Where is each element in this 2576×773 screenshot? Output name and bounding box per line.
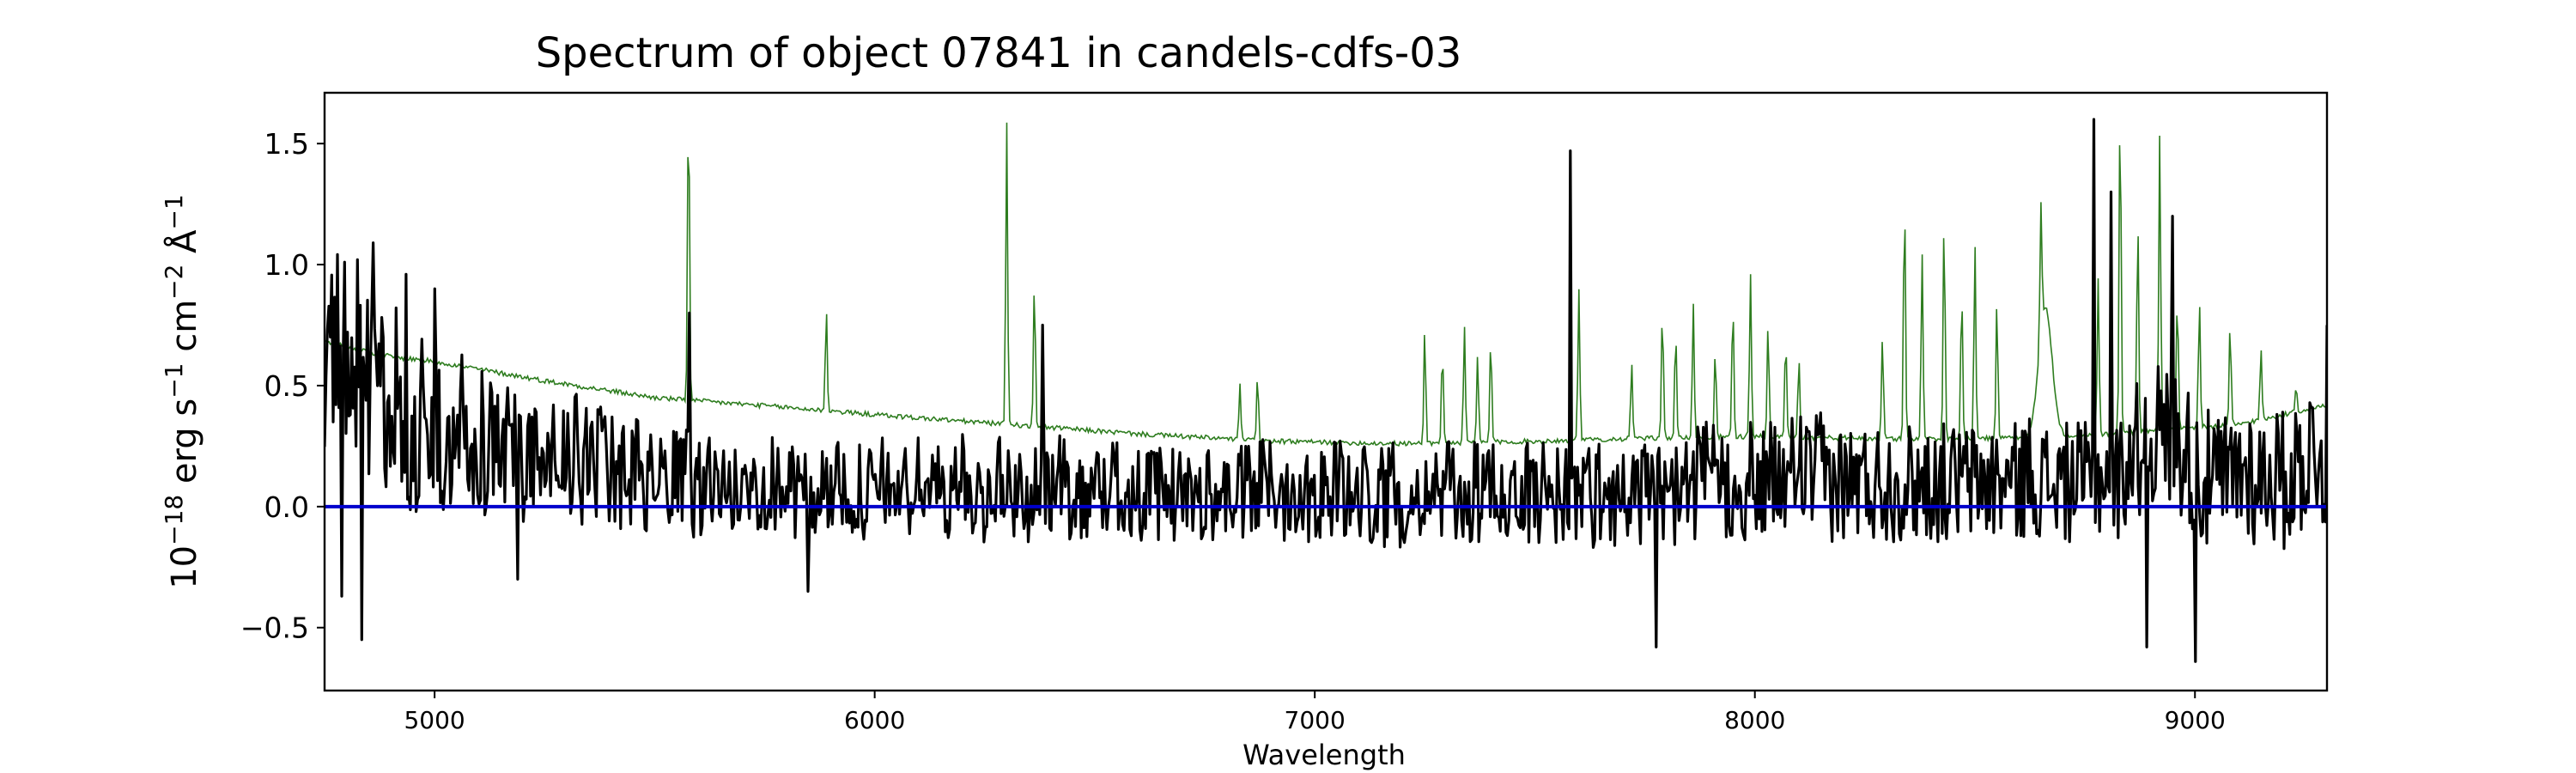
y-axis: −0.5 0.0 0.5 1.0 1.5 bbox=[240, 127, 325, 645]
x-axis-label: Wavelength bbox=[1242, 739, 1406, 771]
y-tick-label: 1.5 bbox=[264, 127, 309, 161]
x-tick-label: 9000 bbox=[2165, 706, 2226, 734]
x-tick-label: 7000 bbox=[1285, 706, 1346, 734]
y-tick-label: −0.5 bbox=[240, 612, 309, 645]
series-layer bbox=[325, 118, 2327, 663]
plot-area bbox=[323, 91, 2329, 692]
y-tick-label: 0.5 bbox=[264, 369, 309, 403]
x-tick-label: 5000 bbox=[404, 706, 465, 734]
x-axis: 5000 6000 7000 8000 9000 bbox=[404, 691, 2226, 734]
x-tick-label: 8000 bbox=[1724, 706, 1785, 734]
x-tick-label: 6000 bbox=[844, 706, 905, 734]
plot-frame bbox=[323, 91, 2329, 692]
y-tick-label: 1.0 bbox=[264, 248, 309, 282]
y-tick-label: 0.0 bbox=[264, 490, 309, 524]
flux-spectrum-line bbox=[325, 118, 2327, 663]
y-axis-label: 10−18 erg s−1 cm−2 Å−1 bbox=[160, 194, 204, 589]
chart-title: Spectrum of object 07841 in candels-cdfs… bbox=[536, 29, 1462, 77]
